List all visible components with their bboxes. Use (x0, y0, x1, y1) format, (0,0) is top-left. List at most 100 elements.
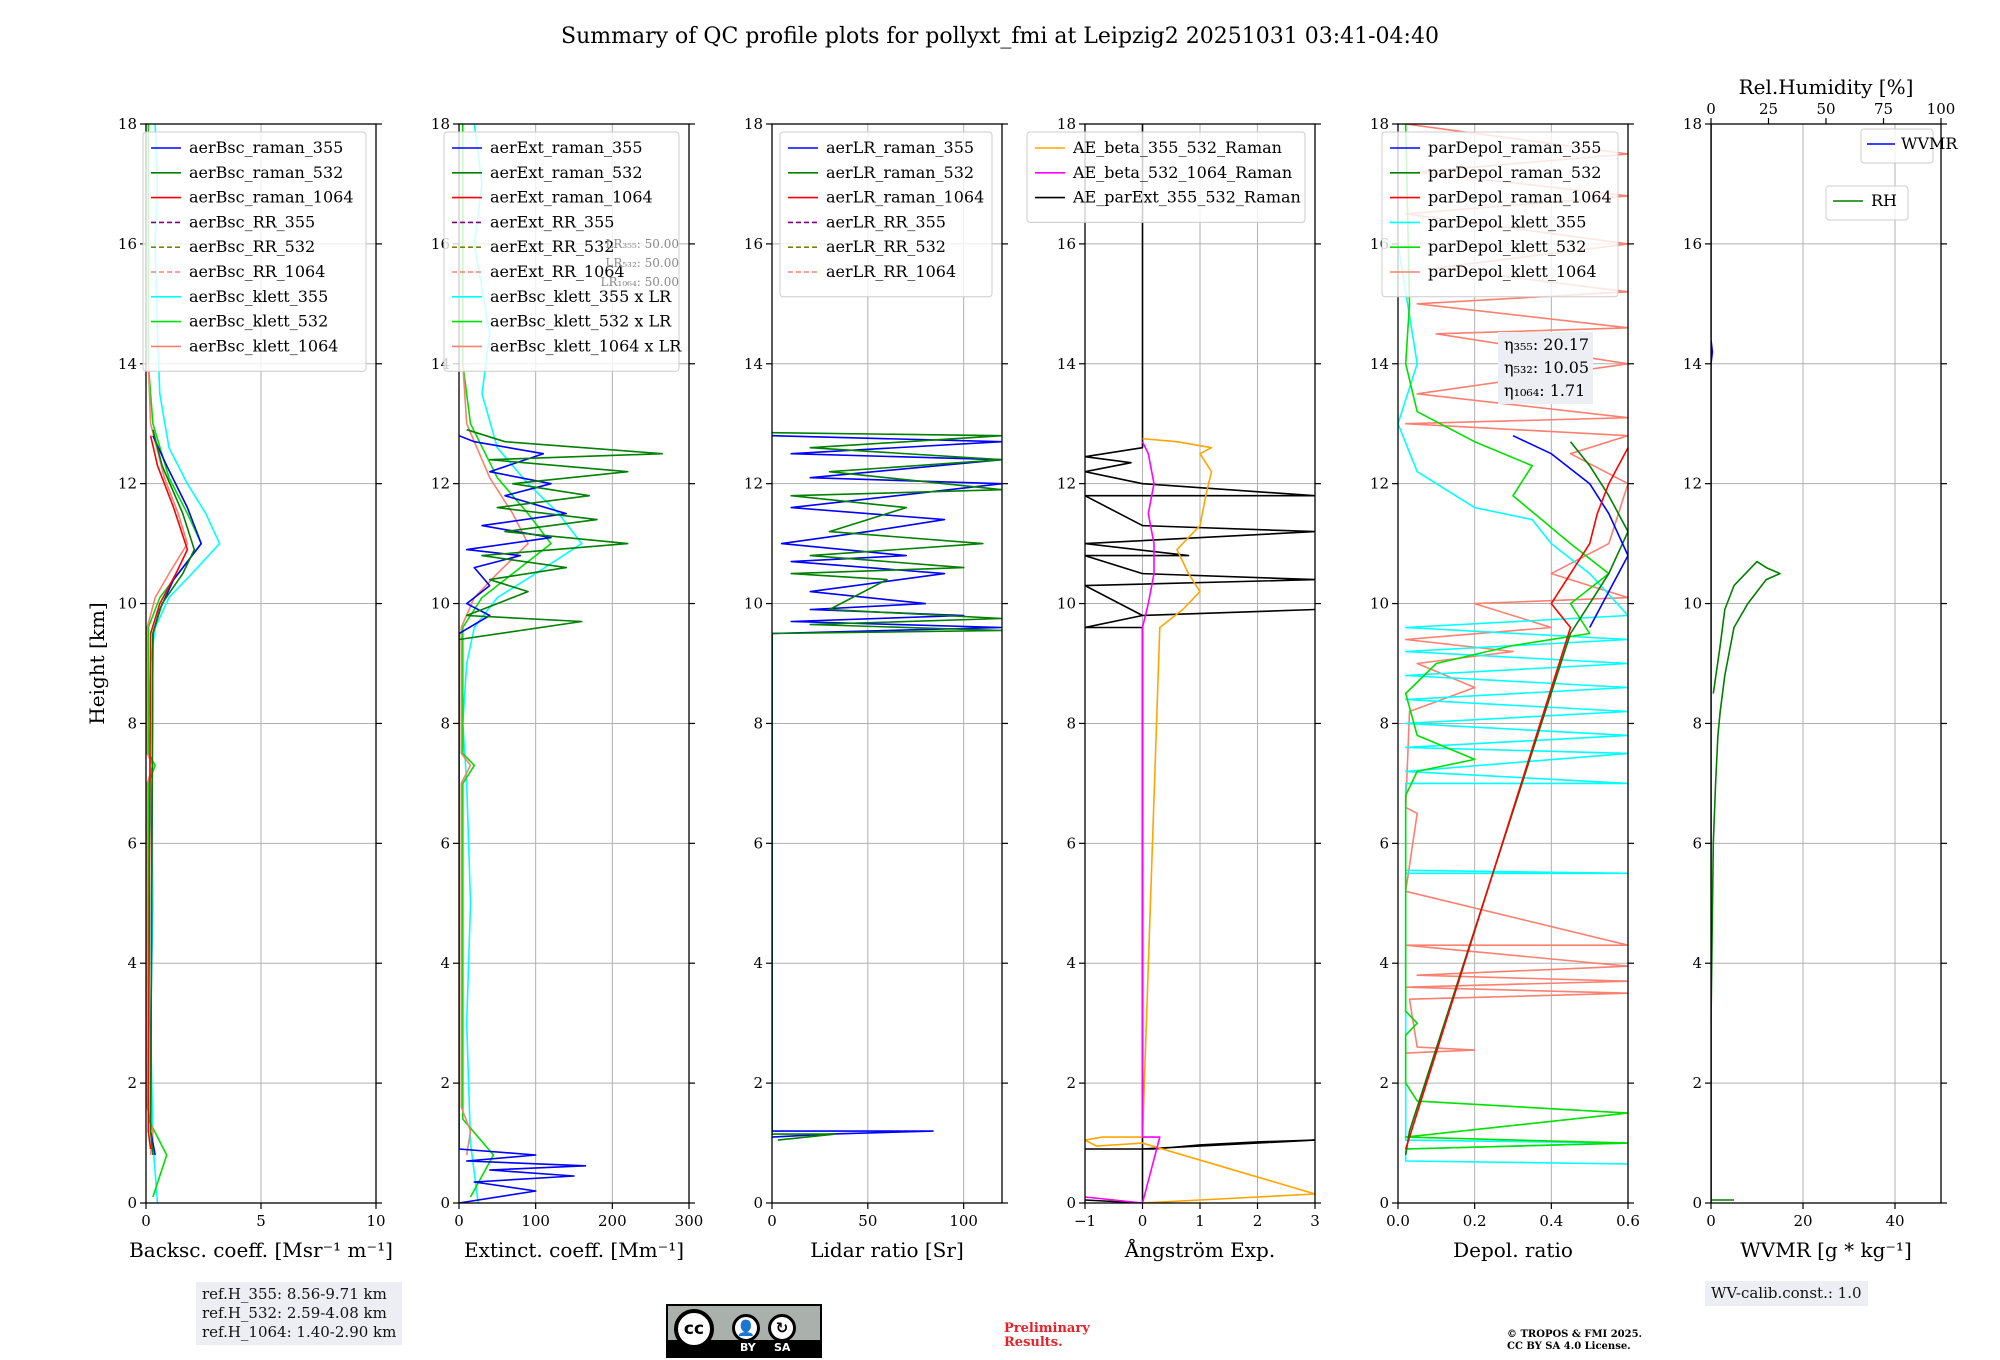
y-tick-label: 6 (1692, 834, 1702, 852)
x-tick-label: 10 (366, 1212, 385, 1230)
cc-by-sa-badge: cc 👤 ↻ BY SA (666, 1304, 822, 1358)
y-tick-label: 16 (744, 235, 763, 253)
plot-frame (1710, 123, 1942, 1204)
y-tick-label: 0 (1692, 1194, 1702, 1212)
legend-label: parDepol_klett_355 (1428, 212, 1586, 231)
legend-label: parDepol_klett_1064 (1428, 262, 1597, 281)
x-tick-label: 0 (1138, 1212, 1148, 1230)
copyright-line-1: © TROPOS & FMI 2025. (1507, 1329, 1643, 1340)
x-tick-label: 2 (1253, 1212, 1263, 1230)
legend-label: aerExt_RR_355 (490, 212, 614, 231)
y-tick-label: 10 (431, 595, 450, 613)
legend-box (779, 131, 993, 298)
y-tick-label: 2 (1066, 1074, 1076, 1092)
y-tick-label: 14 (1370, 355, 1389, 373)
cc-sa-label: SA (774, 1341, 791, 1354)
legend: aerExt_raman_355 aerExt_raman_532 aerExt_r… (443, 131, 682, 372)
legend: AE_beta_355_532_Raman AE_beta_532_1064_Ra… (1026, 131, 1306, 223)
series-line-aerBsc_klett_1064 x LR (460, 363, 529, 1156)
reference-height-box: ref.H_355: 8.56-9.71 km ref.H_532: 2.59-… (196, 1282, 403, 1345)
series-line-aerBsc_raman_1064 (147, 435, 189, 1150)
panel-1: 0 2 4 6 8 10 12 14 16 18 0 5 10 Backsc. coeff. [Msr⁻¹… (85, 115, 393, 1262)
legend-label: WVMR (1901, 134, 1958, 153)
x-tick-label: 0 (141, 1212, 151, 1230)
legend-box (443, 131, 680, 372)
legend-label: aerBsc_klett_532 x LR (490, 312, 672, 331)
y-tick-label: 2 (1692, 1074, 1702, 1092)
y-tick-label: 8 (753, 714, 763, 732)
y-tick-label: 8 (127, 714, 137, 732)
series-line-aerLR_raman_532 (772, 431, 1002, 1141)
series-group (772, 431, 1002, 1141)
series-line-AE_beta_532_1064_Raman (1085, 441, 1161, 1203)
y-tick-label: 18 (1057, 115, 1076, 133)
x-axis-label: Extinct. coeff. [Mm⁻¹] (464, 1238, 684, 1262)
cc-by-label: BY (740, 1341, 756, 1354)
x-axis-label: Lidar ratio [Sr] (810, 1238, 964, 1262)
y-tick-label: 18 (118, 115, 137, 133)
y-tick-label: 14 (744, 355, 763, 373)
panel-3: 0 2 4 6 8 10 12 14 16 18 0 50 100 Lidar ratio [Sr] aer… (744, 115, 1008, 1262)
copyright-line-2: CC BY SA 4.0 License. (1507, 1341, 1631, 1352)
copyright-note: © TROPOS & FMI 2025. CC BY SA 4.0 Licens… (1507, 1329, 1642, 1353)
y-tick-label: 10 (1683, 595, 1702, 613)
y-tick-label: 8 (1379, 714, 1389, 732)
ref-h-355: ref.H_355: 8.56-9.71 km (202, 1285, 387, 1303)
y-tick-label: 4 (1692, 954, 1702, 972)
legend-label: aerExt_RR_532 (490, 237, 614, 256)
legend-label: AE_parExt_355_532_Raman (1072, 188, 1301, 207)
x-tick-label: 3 (1310, 1212, 1320, 1230)
legend-label: aerBsc_klett_532 (189, 312, 328, 331)
legend: parDepol_raman_355 parDepol_raman_532 parD… (1381, 131, 1619, 298)
y-tick-label: 16 (1683, 235, 1702, 253)
y-axis-label: Height [km] (85, 602, 109, 724)
y-tick-label: 14 (1683, 355, 1702, 373)
lidar-ratio-annotation: LR₃₅₅: 50.00 LR₅₃₂: 50.00 LR₁₀₆₄: 50.00 (601, 237, 679, 289)
x2-axis-label: Rel.Humidity [%] (1739, 75, 1914, 99)
y-tick-label: 4 (1066, 954, 1076, 972)
x-tick-label: 1 (1195, 1212, 1205, 1230)
x-axis-label: Ångström Exp. (1124, 1237, 1275, 1262)
legend-label: parDepol_raman_355 (1428, 138, 1601, 157)
legend-label: aerBsc_klett_1064 x LR (490, 336, 682, 355)
wv-calibration-box: WV-calib.const.: 1.0 (1705, 1281, 1868, 1306)
series-line-AE_beta_355_532_Raman (1085, 437, 1315, 1203)
legend-label: aerLR_RR_355 (826, 212, 946, 231)
legend: WVMR RH (1825, 128, 1958, 221)
legend-label: aerLR_raman_532 (826, 163, 974, 182)
plot-frame (1397, 123, 1629, 1204)
series-line-parDepol_klett_355 (1398, 243, 1628, 1165)
legend-label: AE_beta_355_532_Raman (1072, 138, 1282, 157)
cc-icon: cc (674, 1309, 714, 1349)
series-line-aerBsc_raman_532 (149, 429, 196, 1156)
y-tick-label: 0 (127, 1194, 137, 1212)
y-tick-label: 18 (1683, 115, 1702, 133)
series-group (1085, 124, 1315, 1203)
y-tick-label: 0 (1066, 1194, 1076, 1212)
y-tick-label: 2 (440, 1074, 450, 1092)
x-tick-label: 0.6 (1616, 1212, 1640, 1230)
legend-label: aerBsc_RR_355 (189, 212, 315, 231)
legend-label: aerLR_raman_1064 (826, 188, 984, 207)
y-tick-label: 6 (753, 834, 763, 852)
y-tick-label: 10 (744, 595, 763, 613)
x-tick-label: 0 (767, 1212, 777, 1230)
series-line-AE_parExt_355_532_Raman (1085, 124, 1315, 1203)
x-tick-label: −1 (1074, 1212, 1096, 1230)
x-tick-label: 50 (858, 1212, 877, 1230)
x-tick-label: 5 (256, 1212, 266, 1230)
x-axis-label: Backsc. coeff. [Msr⁻¹ m⁻¹] (129, 1238, 393, 1262)
y-tick-label: 0 (1379, 1194, 1389, 1212)
y-tick-label: 4 (127, 954, 137, 972)
eta-annotation-box (1498, 332, 1593, 404)
series-group (1711, 124, 1781, 1203)
x-tick-label: 100 (521, 1212, 550, 1230)
legend-label: aerBsc_raman_355 (189, 138, 343, 157)
legend-label: aerBsc_raman_1064 (189, 188, 354, 207)
legend-label: aerLR_RR_1064 (826, 262, 956, 281)
x2-tick-label: 50 (1816, 100, 1835, 118)
series-line-aerExt_raman_532 (459, 428, 664, 641)
